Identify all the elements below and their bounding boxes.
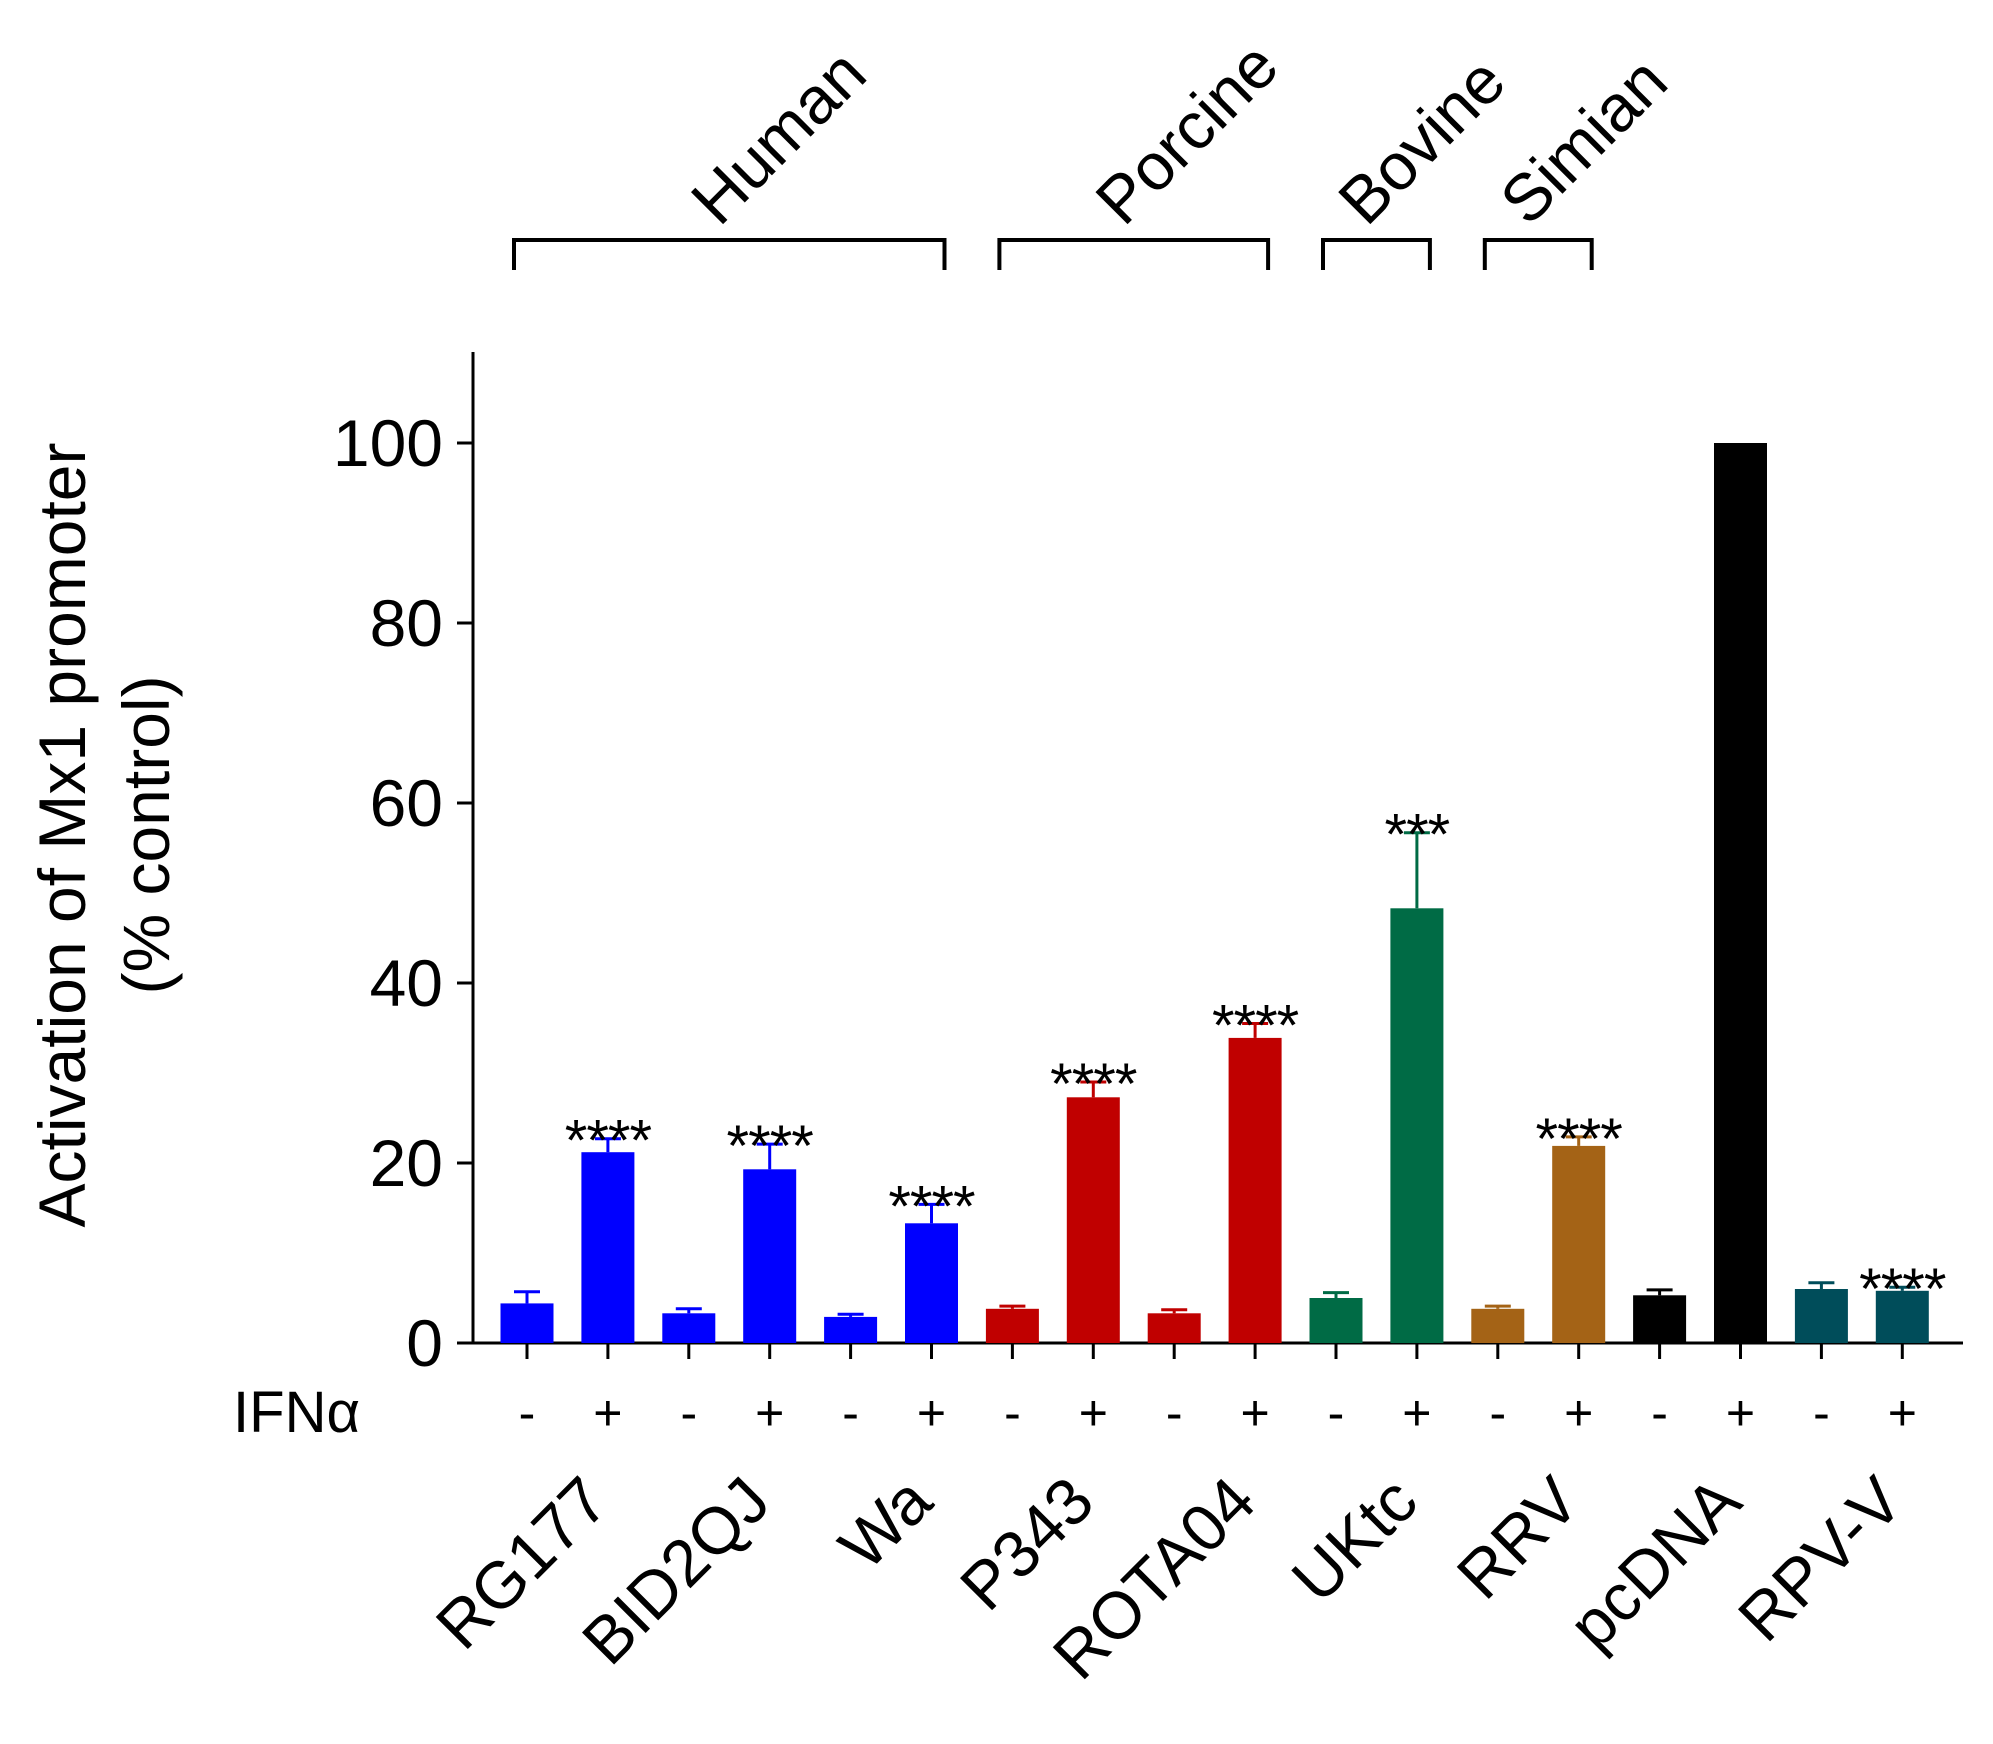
group-label: Bovine xyxy=(1324,43,1519,238)
group-bracket xyxy=(512,238,947,270)
bar-wa-plus xyxy=(905,1223,958,1343)
y-tick-label: 100 xyxy=(333,406,443,480)
treatment-sign: - xyxy=(842,1385,859,1441)
strain-label: RRV xyxy=(1443,1463,1593,1613)
treatment-label: IFNα xyxy=(233,1380,360,1445)
group-label: Simian xyxy=(1486,43,1681,238)
treatment-sign: + xyxy=(1564,1385,1593,1441)
group-label: Porcine xyxy=(1081,27,1292,238)
treatment-sign: - xyxy=(1651,1385,1668,1441)
treatment-sign: + xyxy=(1079,1385,1108,1441)
significance-label: **** xyxy=(1536,1107,1623,1172)
treatment-sign: - xyxy=(1166,1385,1183,1441)
bar-wa-minus xyxy=(824,1316,878,1343)
bars xyxy=(500,443,1929,1343)
bar-pcdna-minus xyxy=(1633,1295,1687,1343)
bar-p343-plus xyxy=(1066,1097,1120,1343)
y-tick-label: 40 xyxy=(370,946,443,1020)
group-bracket xyxy=(1321,238,1432,270)
bar-rg177-plus xyxy=(581,1152,635,1343)
axes: 0 20 40 60 80 100 Activation of Mx1 promoter (%… xyxy=(25,352,1963,1380)
bar-rrv-minus xyxy=(1471,1308,1525,1343)
significance-label: **** xyxy=(1212,994,1299,1059)
bar-rrv-plus xyxy=(1552,1145,1606,1343)
y-tick-label: 80 xyxy=(370,586,443,660)
y-tick-label: 0 xyxy=(406,1306,443,1380)
group-label: Human xyxy=(677,35,880,238)
bar-rpv-v-plus xyxy=(1875,1290,1929,1343)
treatment-sign: + xyxy=(1402,1385,1431,1441)
strain-label: UKtc xyxy=(1277,1463,1430,1616)
significance-label: **** xyxy=(888,1174,975,1239)
y-axis-title: Activation of Mx1 promoter (% control) xyxy=(25,443,183,1228)
significance-label: **** xyxy=(1050,1052,1137,1117)
treatment-sign: + xyxy=(917,1385,946,1441)
treatment-sign: - xyxy=(1813,1385,1830,1441)
group-bracket xyxy=(1482,238,1594,270)
bar-rota04-plus xyxy=(1228,1037,1282,1343)
treatment-sign: + xyxy=(593,1385,622,1441)
treatment-sign: + xyxy=(1726,1385,1755,1441)
significance-label: **** xyxy=(565,1109,652,1174)
treatment-sign: - xyxy=(1004,1385,1021,1441)
treatment-sign: - xyxy=(519,1385,536,1441)
bar-uktc-minus xyxy=(1309,1298,1363,1343)
significance-label: **** xyxy=(727,1114,814,1179)
group-bracket xyxy=(997,238,1271,270)
treatment-sign: - xyxy=(680,1385,697,1441)
y-axis-title-line2: (% control) xyxy=(109,675,183,994)
bar-pcdna-plus xyxy=(1714,443,1767,1343)
strain-label: pcDNA xyxy=(1554,1463,1754,1663)
bar-p343-minus xyxy=(985,1308,1039,1343)
y-tick-label: 20 xyxy=(370,1126,443,1200)
y-tick-label: 60 xyxy=(370,766,443,840)
bar-rg177-minus xyxy=(500,1303,554,1343)
bar-uktc-plus xyxy=(1390,908,1444,1343)
treatment-sign: + xyxy=(1888,1385,1917,1441)
treatment-sign: + xyxy=(755,1385,784,1441)
treatment-sign: - xyxy=(1489,1385,1506,1441)
y-axis-title-line1: Activation of Mx1 promoter xyxy=(25,443,99,1228)
bar-bid2qj-plus xyxy=(743,1169,797,1343)
treatment-sign: + xyxy=(1240,1385,1269,1441)
strain-label: Wa xyxy=(825,1462,946,1583)
bar-rota04-minus xyxy=(1147,1313,1201,1343)
strain-label: RPV-V xyxy=(1724,1463,1916,1655)
treatment-sign: - xyxy=(1328,1385,1345,1441)
bar-rpv-v-minus xyxy=(1794,1289,1848,1343)
bar-bid2qj-minus xyxy=(662,1313,716,1343)
significance-label: *** xyxy=(1385,803,1450,868)
significance-label: **** xyxy=(1859,1257,1946,1322)
